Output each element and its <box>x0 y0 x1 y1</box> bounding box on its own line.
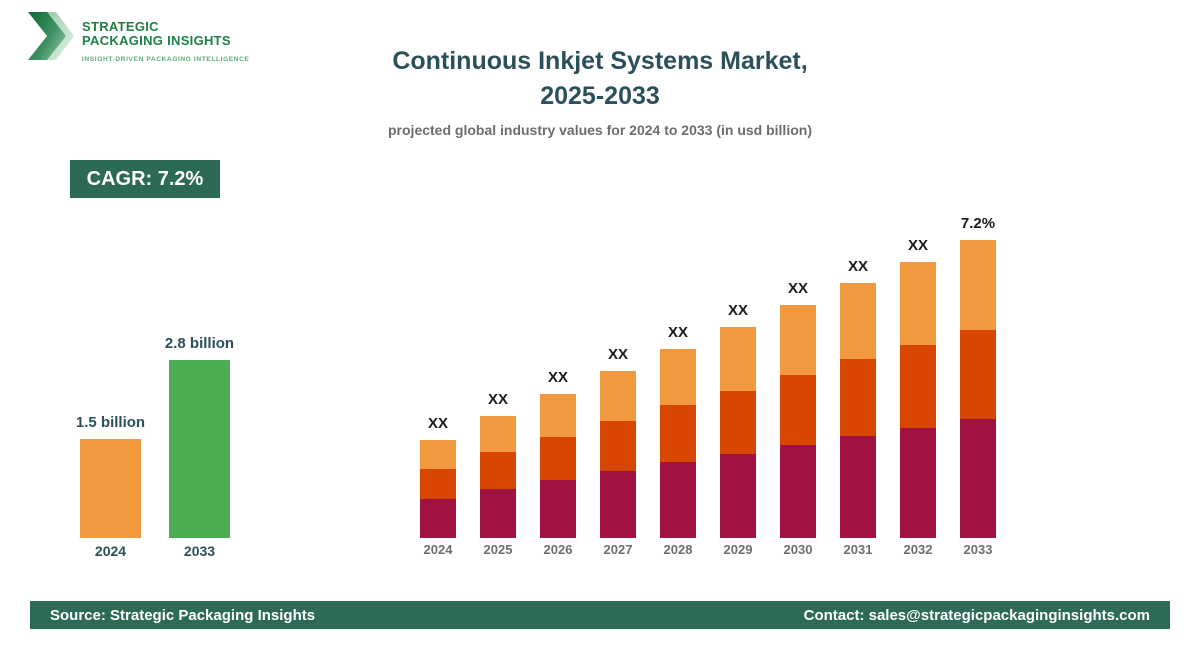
footer-contact: Contact: sales@strategicpackaginginsight… <box>803 606 1150 624</box>
footer-bar: Source: Strategic Packaging Insights Con… <box>30 601 1170 629</box>
segment-middle-2028 <box>660 405 696 462</box>
segment-top-2024 <box>420 440 456 469</box>
segment-bottom-2031 <box>840 436 876 538</box>
segment-bottom-2025 <box>480 489 516 538</box>
logo-tagline: INSIGHT-DRIVEN PACKAGING INTELLIGENCE <box>82 55 250 63</box>
mini-value-label-2024: 1.5 billion <box>75 414 146 431</box>
segment-bottom-2032 <box>900 428 936 538</box>
segment-bottom-2030 <box>780 445 816 538</box>
bar-year-label-2026: 2026 <box>543 542 573 557</box>
mini-bar-2033 <box>169 360 230 538</box>
bar-top-label-2029: XX <box>727 302 748 319</box>
segment-top-2030 <box>780 305 816 375</box>
bar-year-label-2025: 2025 <box>483 542 513 557</box>
bar-top-label-2032: XX <box>907 237 928 254</box>
segment-bottom-2026 <box>540 480 576 538</box>
segment-top-2026 <box>540 394 576 437</box>
bar-year-label-2024: 2024 <box>423 542 453 557</box>
bar-top-label-2031: XX <box>847 258 868 275</box>
segment-middle-2029 <box>720 391 756 454</box>
segment-middle-2025 <box>480 452 516 489</box>
segment-top-2025 <box>480 416 516 452</box>
segment-top-2032 <box>900 262 936 345</box>
stacked-bar-2027 <box>600 371 636 538</box>
mini-comparison-chart: 1.5 billion 2024 2.8 billion 2033 <box>60 320 270 559</box>
segment-middle-2031 <box>840 359 876 436</box>
stacked-bar-2030 <box>780 305 816 538</box>
page-title-line2: 2025-2033 <box>540 82 660 110</box>
page-subtitle: projected global industry values for 202… <box>388 122 812 138</box>
bar-top-label-2026: XX <box>547 369 568 386</box>
segment-top-2031 <box>840 283 876 359</box>
segment-top-2028 <box>660 349 696 405</box>
logo-name-line2: PACKAGING INSIGHTS <box>82 33 231 49</box>
main-stacked-chart: XX 2024 XX 2025 XX 2026 XX 2027 XX 2028 XX 2029 XX 20… <box>420 200 1000 557</box>
stacked-bar-2028 <box>660 349 696 538</box>
chevron-logo-icon <box>28 12 74 60</box>
bar-year-label-2029: 2029 <box>723 542 753 557</box>
stacked-bar-2024 <box>420 440 456 538</box>
segment-bottom-2028 <box>660 462 696 538</box>
bar-top-label-2033: 7.2% <box>960 215 996 232</box>
cagr-badge: CAGR: 7.2% <box>70 160 220 198</box>
bar-top-label-2024: XX <box>427 415 448 432</box>
mini-value-label-2033: 2.8 billion <box>164 335 235 352</box>
footer-source: Source: Strategic Packaging Insights <box>50 606 316 624</box>
stacked-bar-2031 <box>840 283 876 538</box>
title-block: Continuous Inkjet Systems Market, 2025-2… <box>0 44 1200 138</box>
bar-year-label-2031: 2031 <box>843 542 873 557</box>
bar-year-label-2032: 2032 <box>903 542 933 557</box>
stacked-bar-2033 <box>960 240 996 538</box>
segment-middle-2033 <box>960 330 996 419</box>
stacked-bar-2029 <box>720 327 756 538</box>
mini-year-label-2033: 2033 <box>183 543 216 559</box>
mini-year-label-2024: 2024 <box>94 543 127 559</box>
bar-top-label-2028: XX <box>667 324 688 341</box>
segment-middle-2027 <box>600 421 636 471</box>
segment-middle-2024 <box>420 469 456 499</box>
stacked-bar-2026 <box>540 394 576 538</box>
segment-top-2029 <box>720 327 756 391</box>
bar-year-label-2028: 2028 <box>663 542 693 557</box>
page-title-line1: Continuous Inkjet Systems Market, <box>392 47 808 75</box>
segment-bottom-2033 <box>960 419 996 538</box>
bar-top-label-2030: XX <box>787 280 808 297</box>
segment-middle-2030 <box>780 375 816 445</box>
bar-year-label-2027: 2027 <box>603 542 633 557</box>
logo: STRATEGIC PACKAGING INSIGHTS INSIGHT-DRI… <box>28 12 250 63</box>
segment-top-2033 <box>960 240 996 330</box>
bar-top-label-2025: XX <box>487 391 508 408</box>
logo-name-line1: STRATEGIC <box>82 19 159 34</box>
bar-year-label-2030: 2030 <box>783 542 813 557</box>
segment-top-2027 <box>600 371 636 421</box>
mini-bar-2024 <box>80 439 141 538</box>
segment-bottom-2029 <box>720 454 756 538</box>
bar-top-label-2027: XX <box>607 346 628 363</box>
logo-text: STRATEGIC PACKAGING INSIGHTS INSIGHT-DRI… <box>82 12 250 63</box>
segment-middle-2026 <box>540 437 576 480</box>
stacked-bar-2032 <box>900 262 936 538</box>
segment-bottom-2027 <box>600 471 636 538</box>
stacked-bar-2025 <box>480 416 516 538</box>
bar-year-label-2033: 2033 <box>963 542 993 557</box>
segment-bottom-2024 <box>420 499 456 538</box>
segment-middle-2032 <box>900 345 936 428</box>
